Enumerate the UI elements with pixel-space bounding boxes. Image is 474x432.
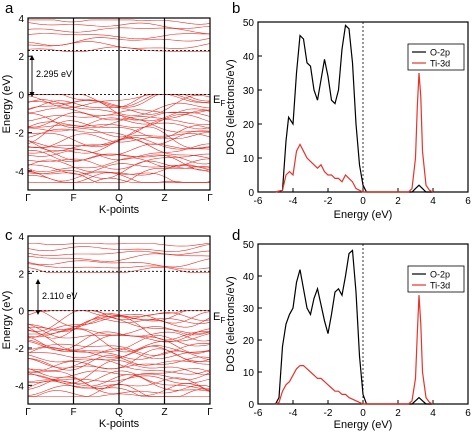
k-point-label: Q xyxy=(115,193,123,204)
x-tick-label: 0 xyxy=(360,408,366,419)
k-point-label: F xyxy=(70,407,76,418)
k-point-label: Γ xyxy=(207,407,213,418)
y-tick-label: -4 xyxy=(15,167,24,178)
panel-b-ticks: -6 -4 -2 0 2 4 6 0 10 20 30 40 50 xyxy=(243,18,471,207)
k-point-label: Γ xyxy=(25,193,31,204)
y-tick-label: 30 xyxy=(243,304,255,315)
y-tick-label: 0 xyxy=(18,90,24,101)
panel-b-letter: b xyxy=(232,0,240,17)
legend-label: O-2p xyxy=(430,48,450,58)
y-tick-label: 50 xyxy=(243,240,255,251)
panel-b-xlabel: Energy (eV) xyxy=(334,209,393,221)
x-tick-label: -2 xyxy=(324,408,333,419)
y-tick-label: 20 xyxy=(243,120,255,131)
legend-label: O-2p xyxy=(430,270,450,280)
legend-label: Ti-3d xyxy=(430,281,450,291)
x-tick-label: -4 xyxy=(289,196,298,207)
panel-a-yticks: -4 -2 0 2 4 xyxy=(15,14,32,178)
panel-a-gap-label: 2.295 eV xyxy=(36,69,72,79)
y-tick-label: 2 xyxy=(18,52,24,63)
panel-c-gap-label: 2.110 eV xyxy=(42,291,77,301)
y-tick-label: -2 xyxy=(15,344,24,355)
legend-label: Ti-3d xyxy=(430,59,450,69)
x-tick-label: 0 xyxy=(360,196,366,207)
panel-a-fermi-label: EF xyxy=(213,94,225,108)
panel-c-frame xyxy=(27,235,211,405)
x-tick-label: 6 xyxy=(465,196,471,207)
panel-a-band-structure: a -4 -2 0 2 4 Γ F Q Z Γ K-points Energy (eV) 2.2… xyxy=(1,0,225,216)
y-tick-label: 30 xyxy=(243,86,255,97)
y-tick-label: 2 xyxy=(18,269,24,280)
panel-b-ylabel: DOS (electrons/eV) xyxy=(225,59,237,154)
panel-d-xlabel: Energy (eV) xyxy=(334,419,393,431)
k-point-label: Z xyxy=(161,407,167,418)
y-tick-label: 0 xyxy=(248,188,254,199)
panel-a-gap-arrow xyxy=(29,55,35,97)
k-point-label: Γ xyxy=(207,193,213,204)
panel-d-letter: d xyxy=(232,227,240,244)
x-tick-label: 4 xyxy=(430,196,436,207)
y-tick-label: 40 xyxy=(243,272,255,283)
y-tick-label: 10 xyxy=(243,368,255,379)
y-tick-label: 0 xyxy=(248,400,254,411)
x-tick-label: 2 xyxy=(395,408,401,419)
y-tick-label: 4 xyxy=(18,232,24,243)
series-ti-3d-line xyxy=(275,295,434,405)
panel-c-yticks: -4 -2 0 2 4 xyxy=(15,232,32,392)
panel-c-letter: c xyxy=(5,227,13,244)
panel-c-gap-arrow xyxy=(35,279,41,315)
x-tick-label: -2 xyxy=(324,196,333,207)
x-tick-label: 2 xyxy=(395,196,401,207)
panel-a-frame xyxy=(27,17,211,191)
panel-d-ylabel: DOS (electrons/eV) xyxy=(225,276,237,371)
x-tick-label: -6 xyxy=(254,408,263,419)
panel-a-bands xyxy=(27,18,211,190)
y-tick-label: 20 xyxy=(243,336,255,347)
panel-a-xlabel: K-points xyxy=(99,204,140,216)
panel-c-band-structure: c -4 -2 0 2 4 Γ F Q Z Γ K-points Energy (eV) 2.1… xyxy=(1,227,225,430)
panel-c-bands xyxy=(27,236,211,404)
y-tick-label: 50 xyxy=(243,18,255,29)
panel-d-ticks: -6 -4 -2 0 2 4 6 0 10 20 30 40 50 xyxy=(243,240,471,419)
legend-box xyxy=(407,43,465,71)
panel-c-fermi-label: EF xyxy=(213,311,225,325)
x-tick-label: -4 xyxy=(289,408,298,419)
x-tick-label: 4 xyxy=(430,408,436,419)
y-tick-label: 4 xyxy=(18,14,24,25)
k-point-label: F xyxy=(70,193,76,204)
series-ti-3d-line xyxy=(275,72,434,193)
y-tick-label: -4 xyxy=(15,381,24,392)
k-point-label: Γ xyxy=(25,407,31,418)
x-tick-label: -6 xyxy=(254,196,263,207)
y-tick-label: -2 xyxy=(15,129,24,140)
panel-a-letter: a xyxy=(5,0,14,17)
k-point-label: Z xyxy=(161,193,167,204)
x-tick-label: 6 xyxy=(465,408,471,419)
k-point-label: Q xyxy=(115,407,123,418)
y-tick-label: 0 xyxy=(18,307,24,318)
legend-box xyxy=(407,265,465,293)
panel-c-ylabel: Energy (eV) xyxy=(1,291,13,350)
panel-d-series xyxy=(274,249,434,405)
y-tick-label: 40 xyxy=(243,52,255,63)
y-tick-label: 10 xyxy=(243,154,255,165)
panel-a-ylabel: Energy (eV) xyxy=(1,75,13,134)
panel-b-series xyxy=(275,24,434,193)
panel-c-xlabel: K-points xyxy=(99,418,140,430)
